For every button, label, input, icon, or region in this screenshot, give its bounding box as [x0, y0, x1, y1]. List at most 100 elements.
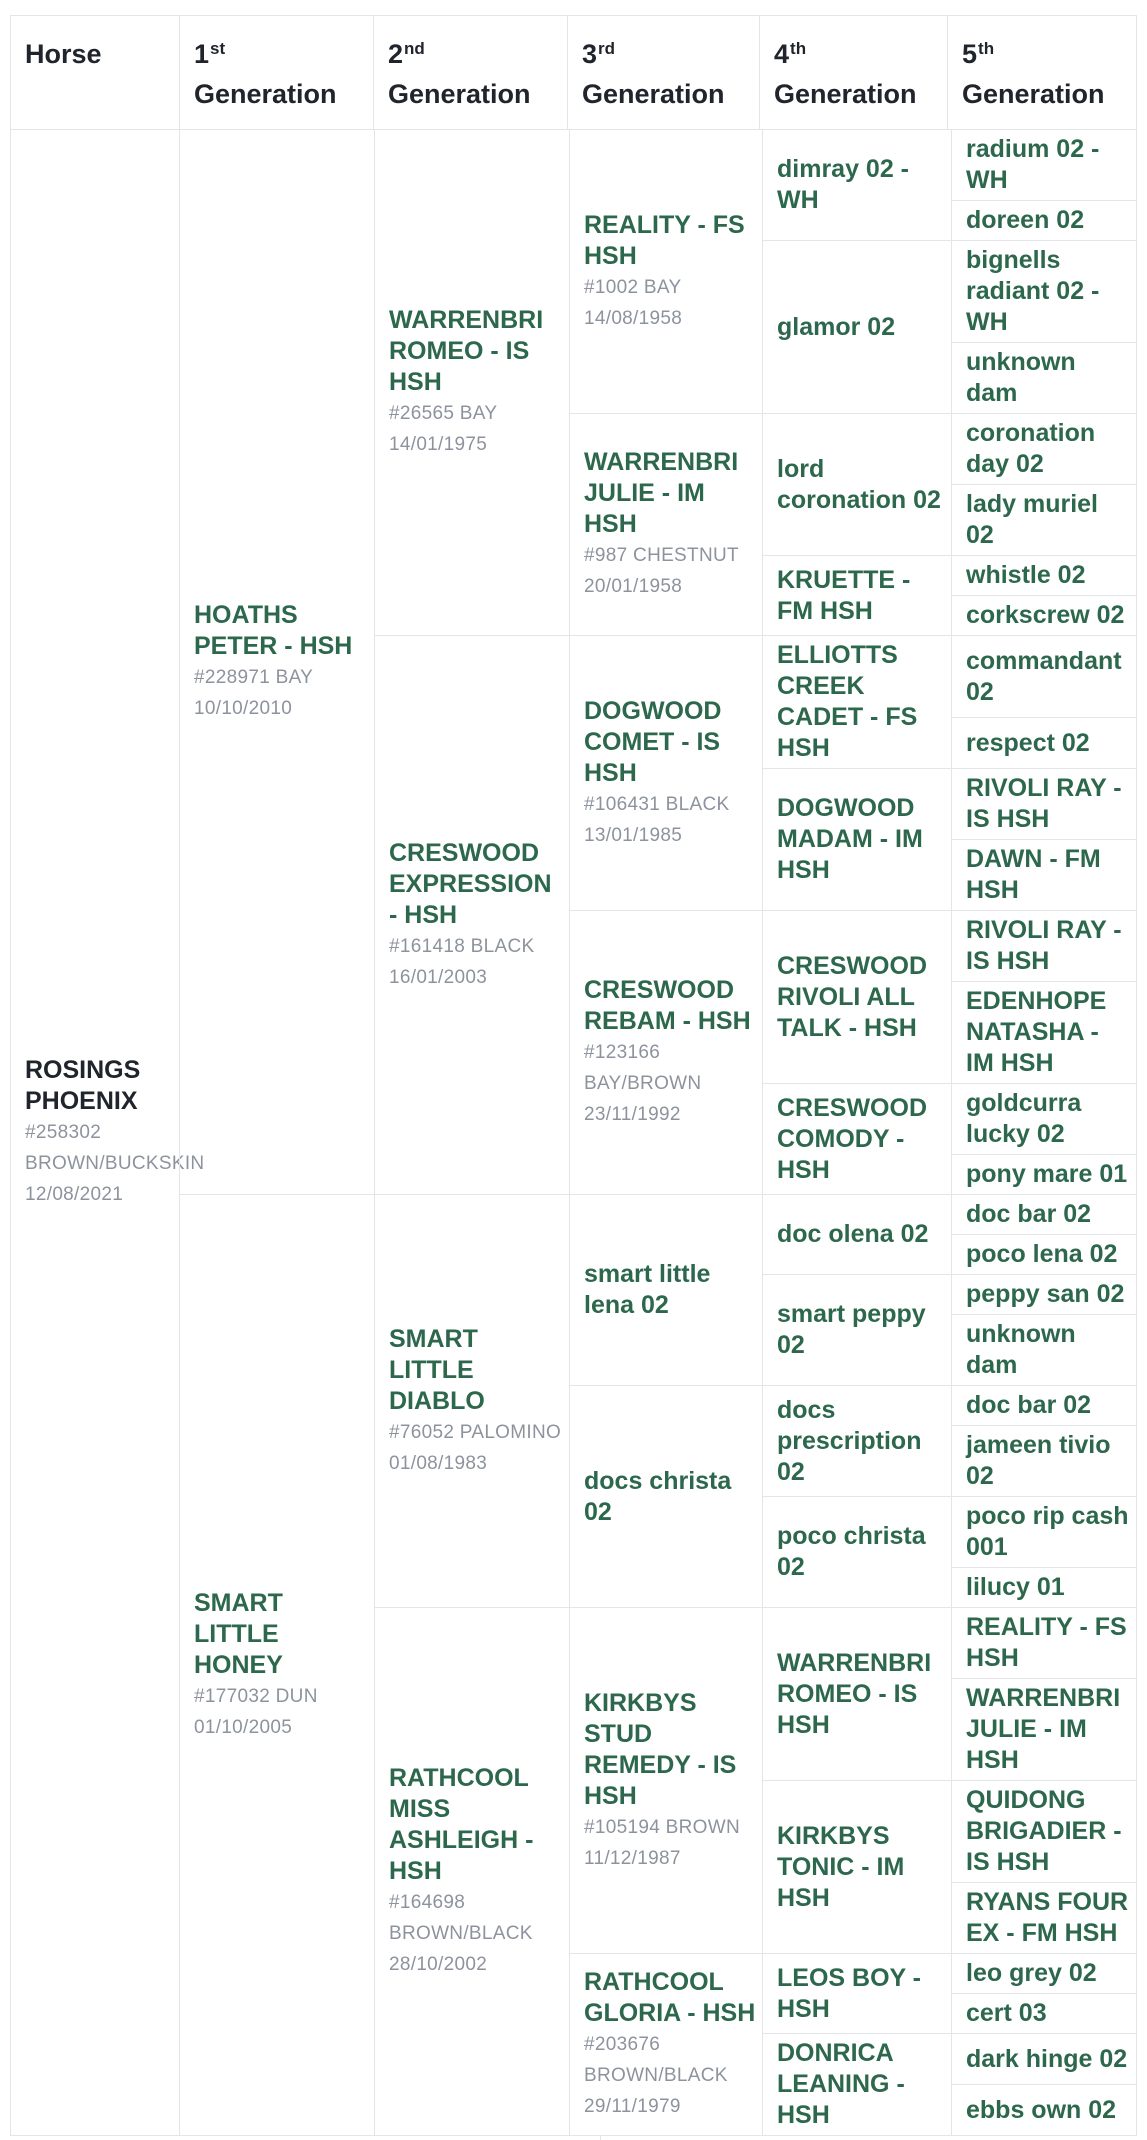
ancestor-node-gen2: RATHCOOL MISS ASHLEIGH - HSH #164698 BROW… — [375, 1607, 1136, 2135]
horse-name-link[interactable]: poco lena 02 — [966, 1240, 1118, 1268]
horse-name-link[interactable]: commandant 02 — [966, 646, 1122, 706]
horse-name-link[interactable]: coronation day 02 — [966, 419, 1096, 478]
ancestor-cell: RIVOLI RAY - IS HSH — [952, 769, 1136, 839]
horse-name-link[interactable]: smart little lena 02 — [584, 1260, 711, 1319]
horse-name-link[interactable]: lady muriel 02 — [966, 490, 1098, 549]
horse-name-link[interactable]: HOATHS PETER - HSH — [194, 601, 353, 660]
horse-name-link[interactable]: RIVOLI RAY - IS HSH — [966, 916, 1122, 975]
horse-node: ROSINGS PHOENIX #258302 BROWN/BUCKSKIN 12/… — [11, 130, 1136, 2135]
registration-and-colour: #106431 BLACK — [584, 793, 730, 815]
horse-name-link[interactable]: EDENHOPE NATASHA - IM HSH — [966, 987, 1107, 1077]
horse-name-link[interactable]: jameen tivio 02 — [966, 1431, 1111, 1490]
ancestor-cell: poco rip cash 001 — [952, 1497, 1136, 1567]
ancestor-node-gen5: respect 02 — [952, 717, 1136, 768]
horse-name-link[interactable]: corkscrew 02 — [966, 601, 1125, 629]
date-of-birth: 01/10/2005 — [194, 1716, 293, 1738]
horse-name-link[interactable]: poco christa 02 — [777, 1522, 926, 1581]
horse-name-link[interactable]: WARRENBRI JULIE - IM HSH — [584, 448, 739, 538]
horse-name-link[interactable]: CRESWOOD EXPRESSION - HSH — [389, 838, 552, 929]
horse-name-link[interactable]: SMART LITTLE DIABLO — [389, 1324, 485, 1415]
generation-column: REALITY - FS HSH WARRENBRI JULIE - IM HSH — [951, 1608, 1136, 1780]
horse-name-link[interactable]: REALITY - FS HSH — [966, 1613, 1127, 1672]
horse-name-link[interactable]: radium 02 - WH — [966, 135, 1100, 194]
horse-name-link[interactable]: WARRENBRI ROMEO - IS HSH — [777, 1648, 932, 1739]
ancestor-cell: DAWN - FM HSH — [952, 840, 1136, 910]
horse-name-link[interactable]: respect 02 — [966, 728, 1090, 757]
date-of-birth: 12/08/2021 — [25, 1184, 124, 1205]
horse-name-link[interactable]: LEOS BOY - HSH — [777, 1963, 922, 2023]
horse-details: #76052 PALOMINO 01/08/1983 — [389, 1417, 563, 1479]
horse-name-link[interactable]: bignells radiant 02 - WH — [966, 246, 1100, 336]
horse-name-link[interactable]: KRUETTE - FM HSH — [777, 565, 911, 625]
horse-name-link[interactable]: glamor 02 — [777, 312, 896, 341]
horse-name-link[interactable]: lord coronation 02 — [777, 454, 941, 514]
horse-name-link[interactable]: doc bar 02 — [966, 1200, 1092, 1228]
ancestor-node-gen2: SMART LITTLE DIABLO #76052 PALOMINO 01/08/… — [375, 1195, 1136, 1607]
horse-name-link[interactable]: docs christa 02 — [584, 1466, 732, 1526]
horse-name-link[interactable]: DOGWOOD MADAM - IM HSH — [777, 794, 923, 884]
horse-details: #987 CHESTNUT 20/01/1958 — [584, 540, 756, 602]
horse-name-link[interactable]: doc olena 02 — [777, 1220, 929, 1248]
horse-name-link[interactable]: REALITY - FS HSH — [584, 210, 745, 270]
horse-name-link[interactable]: WARRENBRI ROMEO - IS HSH — [389, 306, 544, 396]
ancestor-node-gen5: corkscrew 02 — [952, 595, 1136, 635]
horse-name-link[interactable]: dimray 02 - WH — [777, 155, 910, 214]
horse-name-link[interactable]: RATHCOOL GLORIA - HSH — [584, 1968, 756, 2027]
ancestor-node-gen4: DONRICA LEANING - HSH dark hinge 02 ebbs o… — [763, 2033, 1136, 2135]
header-generation-5: 5th Generation — [947, 16, 1136, 129]
ancestor-cell: radium 02 - WH — [952, 130, 1136, 200]
horse-name-link[interactable]: doreen 02 — [966, 206, 1085, 234]
horse-name-link[interactable]: CRESWOOD REBAM - HSH — [584, 976, 751, 1035]
horse-name-link[interactable]: DONRICA LEANING - HSH — [777, 2039, 905, 2129]
horse-name-link[interactable]: smart peppy 02 — [777, 1300, 926, 1359]
horse-name-link[interactable]: RYANS FOUR EX - FM HSH — [966, 1888, 1129, 1947]
horse-name-link[interactable]: ebbs own 02 — [966, 2095, 1117, 2124]
horse-name-link[interactable]: cert 03 — [966, 1999, 1047, 2027]
horse-name-link[interactable]: unknown dam — [966, 348, 1076, 407]
horse-name-link[interactable]: RIVOLI RAY - IS HSH — [966, 774, 1122, 833]
horse-name-link[interactable]: peppy san 02 — [966, 1280, 1125, 1308]
horse-name-link[interactable]: SMART LITTLE HONEY — [194, 1588, 283, 1679]
horse-name-link[interactable]: lilucy 01 — [966, 1573, 1065, 1601]
ancestor-cell: coronation day 02 — [952, 414, 1136, 484]
ancestor-cell: whistle 02 — [952, 556, 1136, 595]
ancestor-node-gen5: RIVOLI RAY - IS HSH — [952, 769, 1136, 839]
horse-name-link[interactable]: KIRKBYS TONIC - IM HSH — [777, 1821, 905, 1912]
horse-name-link[interactable]: QUIDONG BRIGADIER - IS HSH — [966, 1786, 1122, 1876]
horse-name-link[interactable]: ELLIOTTS CREEK CADET - FS HSH — [777, 641, 918, 762]
horse-cell: ROSINGS PHOENIX #258302 BROWN/BUCKSKIN 12/… — [11, 130, 204, 2135]
date-of-birth: 14/08/1958 — [584, 307, 683, 329]
ancestor-cell: WARRENBRI JULIE - IM HSH #987 CHESTNUT 20/… — [570, 414, 762, 635]
horse-name-link[interactable]: poco rip cash 001 — [966, 1502, 1129, 1561]
horse-name-link[interactable]: DAWN - FM HSH — [966, 845, 1101, 904]
horse-name-link[interactable]: RATHCOOL MISS ASHLEIGH - HSH — [389, 1764, 534, 1885]
ancestor-node-gen5: RYANS FOUR EX - FM HSH — [952, 1882, 1136, 1953]
ancestor-cell: glamor 02 — [763, 241, 951, 413]
ancestor-cell: doc olena 02 — [763, 1195, 951, 1274]
horse-name-link: ROSINGS PHOENIX — [25, 1056, 141, 1115]
horse-name-link[interactable]: KIRKBYS STUD REMEDY - IS HSH — [584, 1688, 737, 1810]
generation-column: coronation day 02 lady muriel 02 — [951, 414, 1136, 555]
horse-name-link[interactable]: leo grey 02 — [966, 1959, 1097, 1987]
horse-name-link[interactable]: CRESWOOD RIVOLI ALL TALK - HSH — [777, 951, 927, 1042]
ancestor-cell: leo grey 02 — [952, 1954, 1136, 1993]
horse-name-link[interactable]: whistle 02 — [966, 561, 1086, 589]
horse-name-link[interactable]: pony mare 01 — [966, 1160, 1128, 1188]
ancestor-cell: poco lena 02 — [952, 1235, 1136, 1274]
horse-name-link[interactable]: DOGWOOD COMET - IS HSH — [584, 696, 722, 787]
date-of-birth: 28/10/2002 — [389, 1954, 488, 1975]
horse-name-link[interactable]: dark hinge 02 — [966, 2044, 1128, 2073]
ancestor-node-gen4: CRESWOOD COMODY - HSH goldcurra lucky 02 p… — [763, 1083, 1136, 1194]
horse-name-link[interactable]: docs prescription 02 — [777, 1395, 922, 1486]
horse-name-link[interactable]: CRESWOOD COMODY - HSH — [777, 1093, 927, 1184]
header-generation-3: 3rd Generation — [567, 16, 759, 129]
horse-name-link[interactable]: WARRENBRI JULIE - IM HSH — [966, 1684, 1121, 1774]
horse-name-link[interactable]: doc bar 02 — [966, 1391, 1092, 1419]
ancestor-cell: doc bar 02 — [952, 1386, 1136, 1425]
generation-column: dark hinge 02 ebbs own 02 — [951, 2034, 1136, 2135]
horse-name-link[interactable]: goldcurra lucky 02 — [966, 1089, 1082, 1148]
generation-column: HOATHS PETER - HSH #228971 BAY 10/10/2010 W… — [179, 130, 1136, 2135]
ancestor-cell: REALITY - FS HSH — [952, 1608, 1136, 1678]
horse-name-link[interactable]: unknown dam — [966, 1320, 1076, 1379]
ancestor-cell: DONRICA LEANING - HSH — [763, 2034, 951, 2135]
